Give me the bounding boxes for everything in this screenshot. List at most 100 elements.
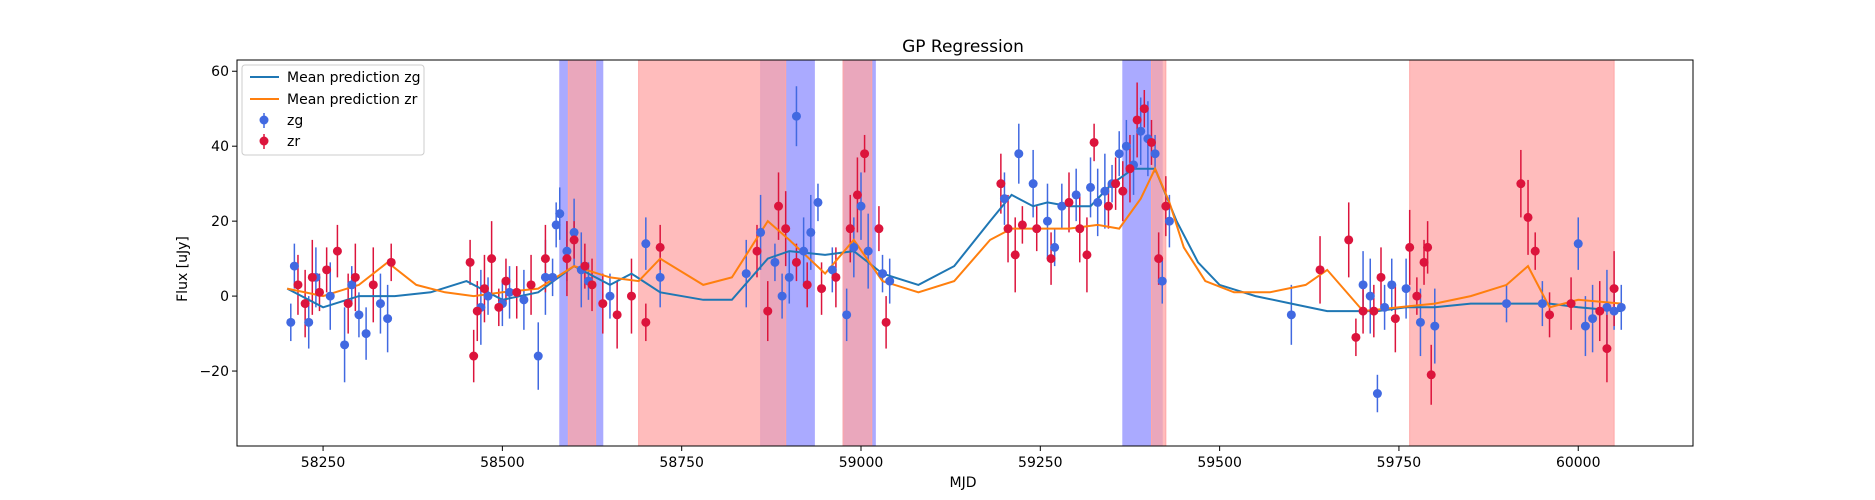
x-tick-label: 58750	[659, 455, 704, 471]
data-point-zr	[1104, 202, 1113, 211]
data-point-zr	[613, 310, 622, 319]
data-point-zr	[853, 190, 862, 199]
data-point-zg	[770, 258, 779, 267]
data-point-zr	[1075, 224, 1084, 233]
data-point-zr	[588, 280, 597, 289]
x-tick-label: 59750	[1377, 455, 1422, 471]
data-point-zg	[1014, 149, 1023, 158]
data-point-zr	[527, 280, 536, 289]
data-point-zg	[534, 352, 543, 361]
data-point-zr	[1359, 307, 1368, 316]
data-point-zg	[1387, 280, 1396, 289]
data-point-zg	[1100, 187, 1109, 196]
data-point-zg	[1588, 314, 1597, 323]
data-point-zg	[1000, 194, 1009, 203]
data-point-zr	[322, 265, 331, 274]
data-point-zr	[580, 262, 589, 271]
data-point-zr	[781, 224, 790, 233]
data-point-zr	[1154, 254, 1163, 263]
data-point-zr	[1133, 115, 1142, 124]
x-tick-label: 60000	[1556, 455, 1601, 471]
data-point-zr	[315, 288, 324, 297]
legend-swatch-zr	[260, 137, 269, 146]
data-point-zg	[1151, 149, 1160, 158]
data-point-zg	[849, 243, 858, 252]
data-point-zr	[1011, 250, 1020, 259]
data-point-zr	[1420, 258, 1429, 267]
data-point-zg	[326, 292, 335, 301]
x-tick-label: 59250	[1018, 455, 1063, 471]
data-point-zr	[512, 288, 521, 297]
data-point-zg	[1029, 179, 1038, 188]
data-point-zr	[1125, 164, 1134, 173]
data-point-zg	[1617, 303, 1626, 312]
data-point-zr	[293, 280, 302, 289]
data-point-zg	[641, 239, 650, 248]
data-point-zr	[1147, 138, 1156, 147]
data-point-zr	[487, 254, 496, 263]
data-point-zr	[1545, 310, 1554, 319]
data-point-zr	[308, 273, 317, 282]
data-point-zg	[1287, 310, 1296, 319]
legend-label-mean-zr: Mean prediction zr	[287, 92, 418, 108]
data-point-zg	[1158, 277, 1167, 286]
legend-swatch-zg	[260, 116, 269, 125]
data-point-zr	[882, 318, 891, 327]
data-point-zg	[1581, 322, 1590, 331]
data-point-zg	[799, 247, 808, 256]
data-point-zg	[1072, 190, 1081, 199]
data-point-zg	[286, 318, 295, 327]
data-point-zg	[778, 292, 787, 301]
data-point-zg	[605, 292, 614, 301]
data-point-zr	[831, 273, 840, 282]
data-point-zr	[473, 307, 482, 316]
data-point-zg	[354, 310, 363, 319]
data-point-zg	[1430, 322, 1439, 331]
data-point-zr	[1595, 307, 1604, 316]
data-point-zg	[857, 202, 866, 211]
data-point-zr	[803, 280, 812, 289]
data-point-zg	[1043, 217, 1052, 226]
y-axis-label: Flux [uJy]	[175, 236, 191, 302]
data-point-zr	[817, 284, 826, 293]
data-point-zg	[885, 277, 894, 286]
data-point-zg	[1050, 243, 1059, 252]
data-point-zr	[562, 254, 571, 263]
data-point-zg	[1086, 183, 1095, 192]
data-point-zr	[344, 299, 353, 308]
legend-label-mean-zg: Mean prediction zg	[287, 70, 421, 86]
data-point-zr	[1018, 220, 1027, 229]
data-point-zr	[641, 318, 650, 327]
x-axis-ticks: 58250 58500 58750 59000 59250 59500 59750 60000	[301, 446, 1601, 471]
data-point-zg	[552, 220, 561, 229]
data-point-zg	[742, 269, 751, 278]
data-point-zr	[1065, 198, 1074, 207]
data-point-zg	[878, 269, 887, 278]
data-point-zg	[785, 273, 794, 282]
data-point-zr	[1524, 213, 1533, 222]
data-point-zg	[813, 198, 822, 207]
data-point-zr	[1140, 104, 1149, 113]
data-point-zr	[1610, 284, 1619, 293]
data-point-zr	[1412, 292, 1421, 301]
data-point-zg	[304, 318, 313, 327]
data-point-zr	[1004, 224, 1013, 233]
data-point-zg	[519, 295, 528, 304]
data-point-zg	[864, 247, 873, 256]
data-point-zg	[1502, 299, 1511, 308]
data-point-zg	[792, 112, 801, 121]
data-point-zg	[1402, 284, 1411, 293]
data-point-zr	[1369, 307, 1378, 316]
data-point-zr	[846, 224, 855, 233]
data-point-zg	[1093, 198, 1102, 207]
data-point-zr	[1316, 265, 1325, 274]
data-point-zg	[656, 273, 665, 282]
data-point-zg	[1359, 280, 1368, 289]
data-point-zr	[1516, 179, 1525, 188]
data-point-zg	[1380, 303, 1389, 312]
data-point-zr	[627, 292, 636, 301]
data-point-zr	[501, 277, 510, 286]
x-tick-label: 58250	[301, 455, 346, 471]
data-point-zg	[1122, 142, 1131, 151]
